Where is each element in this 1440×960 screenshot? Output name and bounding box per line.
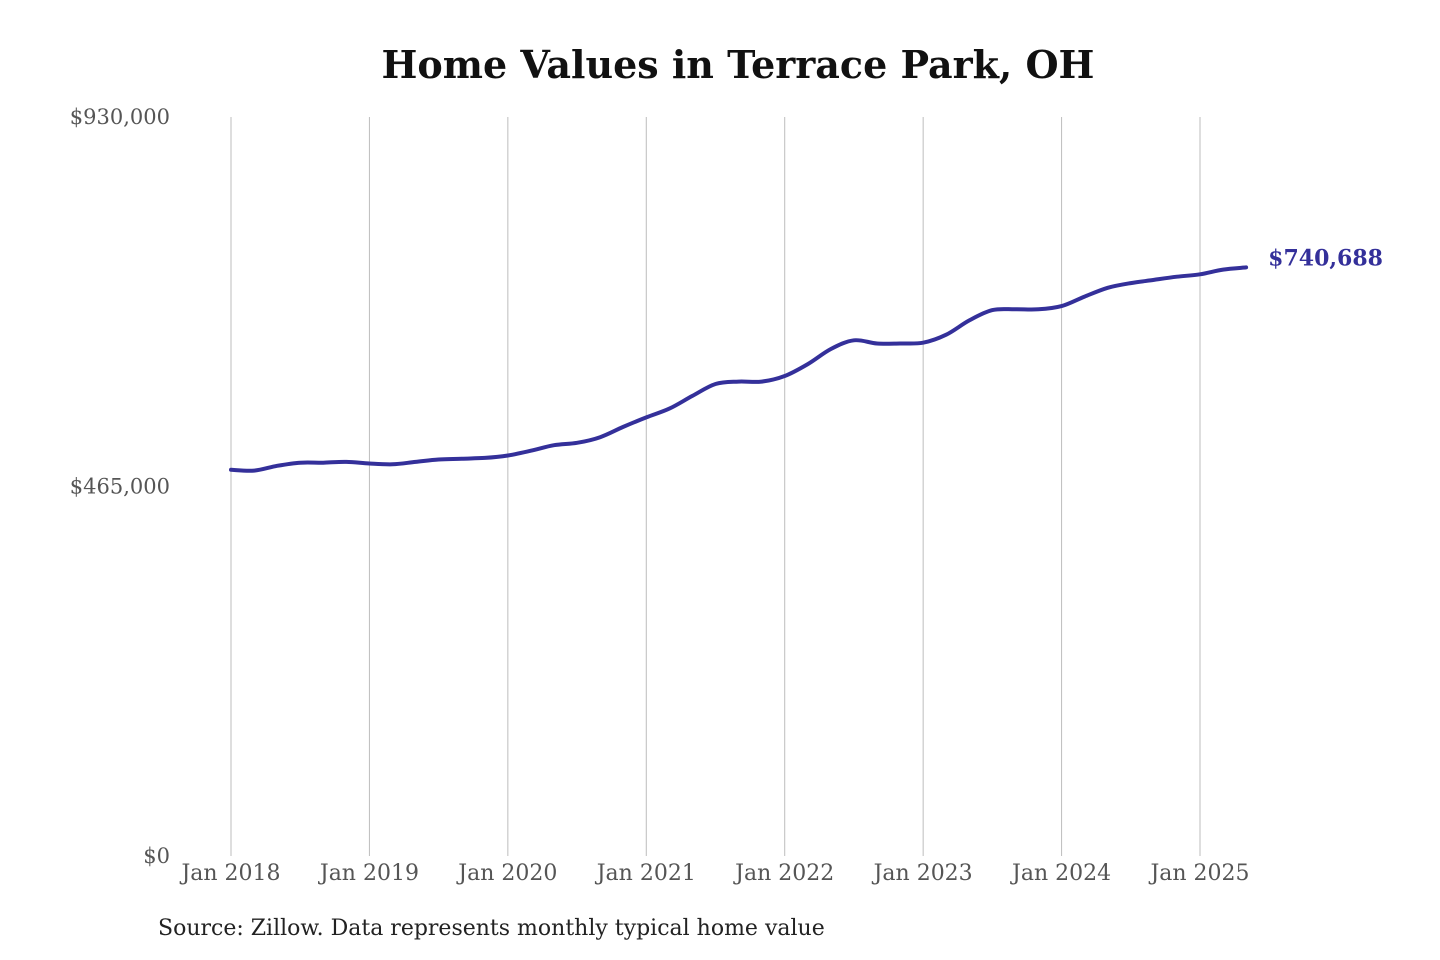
x-tick-label: Jan 2018 [179,861,280,886]
x-axis-ticks: Jan 2018 Jan 2019 Jan 2020 Jan 2021 Jan 2022… [179,861,1249,886]
end-value-label: $740,688 [1268,245,1383,271]
chart-title: Home Values in Terrace Park, OH [381,42,1095,87]
x-tick-label: Jan 2019 [318,861,419,886]
x-tick-label: Jan 2021 [595,861,696,886]
source-note: Source: Zillow. Data represents monthly … [158,916,825,941]
x-tick-label: Jan 2025 [1148,861,1249,886]
x-tick-label: Jan 2023 [872,861,973,886]
x-tick-label: Jan 2022 [733,861,834,886]
y-tick-label: $0 [143,844,170,868]
y-axis-ticks: $0 $465,000 $930,000 [70,105,170,868]
x-tick-label: Jan 2024 [1010,861,1111,886]
y-tick-label: $465,000 [70,475,170,499]
y-tick-label: $930,000 [70,105,170,129]
x-tick-label: Jan 2020 [456,861,557,886]
series-line [229,265,1249,473]
gridlines [230,117,1201,856]
